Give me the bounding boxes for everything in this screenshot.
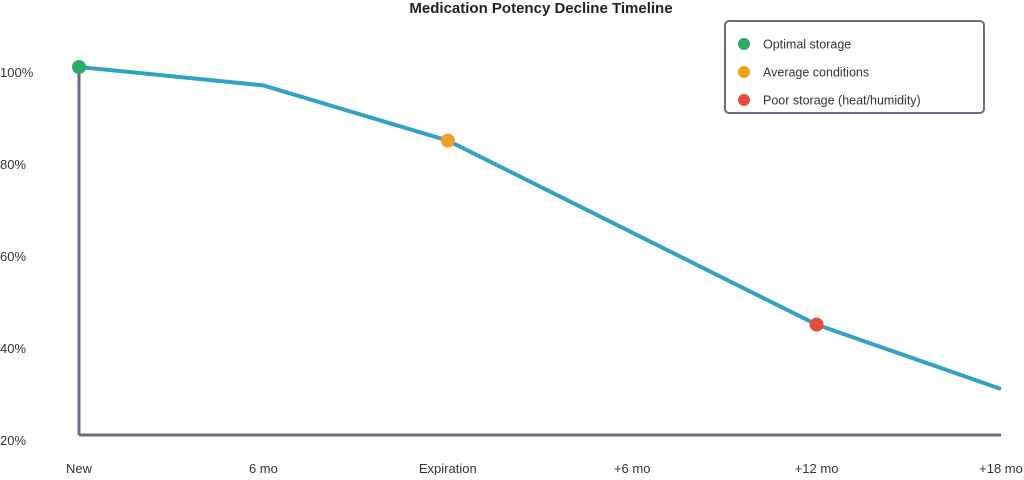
legend-swatch xyxy=(738,38,750,50)
legend-swatch xyxy=(738,94,750,106)
legend: Optimal storage Average conditions Poor st… xyxy=(724,20,985,114)
legend-label: Average conditions xyxy=(763,66,869,80)
y-tick-label: 20% xyxy=(0,433,26,448)
legend-label: Poor storage (heat/humidity) xyxy=(763,94,921,108)
chart-title: Medication Potency Decline Timeline xyxy=(409,0,672,17)
legend-box xyxy=(724,20,985,114)
marker-point xyxy=(440,133,455,148)
x-tick-label: +12 mo xyxy=(795,461,839,475)
potency-line xyxy=(78,65,1002,391)
x-tick-label: New xyxy=(66,461,93,475)
marker-point xyxy=(809,317,824,332)
y-tick-label: 100% xyxy=(0,65,34,80)
x-tick-label: +18 mo xyxy=(979,461,1023,475)
x-tick-label: +6 mo xyxy=(614,461,651,475)
y-tick-label: 80% xyxy=(0,157,26,172)
y-tick-label: 40% xyxy=(0,341,26,356)
legend-label: Optimal storage xyxy=(763,38,851,52)
marker-point xyxy=(72,60,86,74)
y-tick-label: 60% xyxy=(0,249,26,264)
x-tick-label: Expiration xyxy=(419,461,477,475)
legend-swatch xyxy=(738,66,750,78)
x-tick-label: 6 mo xyxy=(249,461,278,475)
